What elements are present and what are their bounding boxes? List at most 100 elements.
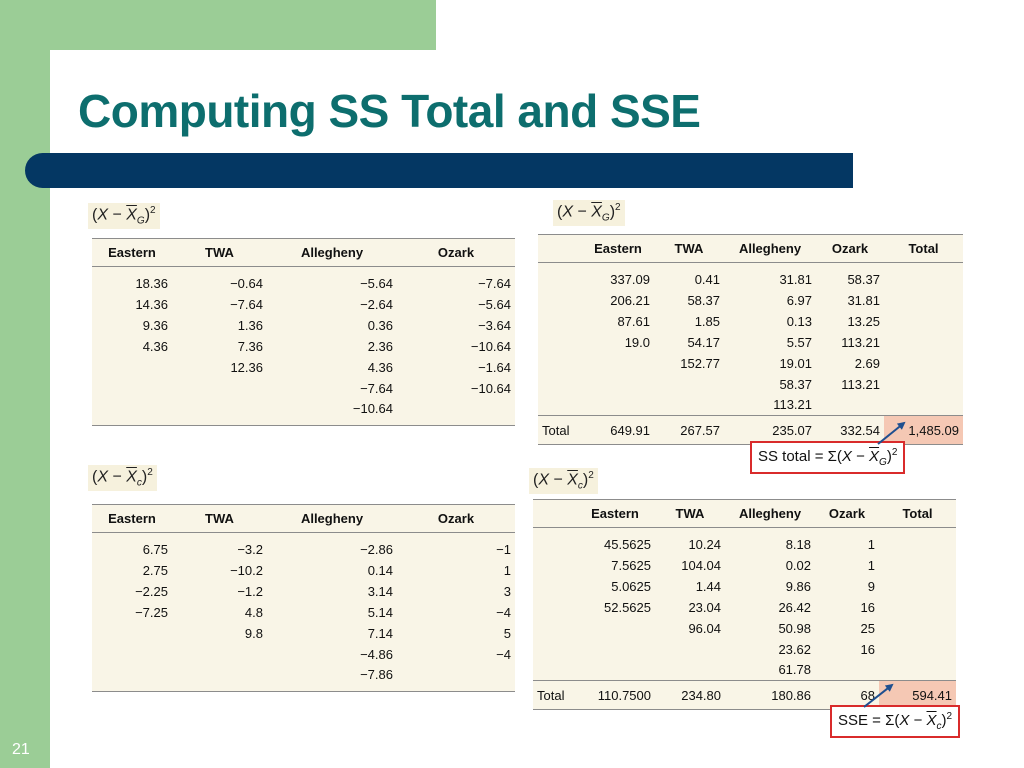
column-header: Eastern [582,234,654,263]
table-cell: −0.64 [230,275,263,291]
table-cell: 4.36 [142,338,168,354]
table-cell: −2.25 [135,583,168,599]
table-cell: 9.86 [785,578,811,594]
table-row: 52.5625 23.04 26.42 16 [533,597,956,618]
table-cell: −7.64 [230,296,263,312]
total-cell: 332.54 [816,415,884,445]
table-row: 337.09 0.41 31.81 58.37 [538,263,963,290]
table-row: 58.37 113.21 [538,374,963,395]
table-cell: 58.37 [779,376,812,392]
table-cell: 152.77 [680,355,720,371]
table-cell: 7.5625 [611,557,651,573]
table-cell: 206.21 [610,292,650,308]
table-cell: −7.64 [478,275,511,291]
table-cell: 2.69 [854,355,880,371]
total-label: Total [533,680,575,710]
slide-title: Computing SS Total and SSE [78,85,701,137]
column-header: Allegheny [725,499,815,528]
table-cell: 45.5625 [604,536,651,552]
table-cell: 25 [860,620,875,636]
table-cell: −10.64 [267,398,397,426]
table-row: 19.0 54.17 5.57 113.21 [538,332,963,353]
column-header: Eastern [92,238,172,267]
table-cell: −4.86 [360,646,393,662]
column-header: TWA [654,234,724,263]
table-row: 14.36 −7.64 −2.64 −5.64 [92,294,515,315]
table-cell: 9.36 [142,317,168,333]
table-cell: 0.41 [694,271,720,287]
total-cell: 235.07 [724,415,816,445]
table-cell: 2.36 [367,338,393,354]
table-row: 206.21 58.37 6.97 31.81 [538,290,963,311]
squared-deviation-group-mean-table: Eastern TWA Allegheny Ozark Total 45.5625 10.… [533,499,956,710]
table-header-row: Eastern TWA Allegheny Ozark [92,504,515,533]
table-cell: 23.62 [778,641,811,657]
table-cell: 9 [867,578,875,594]
table-cell [172,664,267,692]
column-header [538,234,582,263]
table-cell: 4.8 [244,604,263,620]
table-row: −7.25 4.8 5.14 −4 [92,602,515,623]
total-cell: 180.86 [725,680,815,710]
column-header: TWA [172,504,267,533]
table-cell: 1 [867,536,875,552]
table-row: 45.5625 10.24 8.18 1 [533,528,956,555]
grand-total-cell: 1,485.09 [884,415,963,445]
table-cell: 1.44 [695,578,721,594]
sse-formula: SSE = Σ(X − Xc)2 [830,705,961,738]
column-header: Allegheny [267,238,397,267]
column-header: Eastern [575,499,655,528]
deviation-from-group-mean-table: Eastern TWA Allegheny Ozark 6.75 −3.2 −2.86 −1… [92,504,515,692]
table-cell: −1.64 [478,359,511,375]
table-cell: 337.09 [610,271,650,287]
table-row: 152.77 19.01 2.69 [538,353,963,374]
table-cell: 6.97 [786,292,812,308]
table-cell: 19.01 [779,355,812,371]
total-row: Total 110.7500 234.80 180.86 68 594.41 [533,680,956,710]
table-cell: 3 [503,583,511,599]
table2-caption: (X − XG)2 [553,200,625,226]
table-cell: 1 [503,562,511,578]
column-header: Total [884,234,963,263]
ss-total-formula: SS total = Σ(X − XG)2 [750,441,906,474]
table-row: 9.36 1.36 0.36 −3.64 [92,315,515,336]
total-cell: 649.91 [582,415,654,445]
table-cell: 58.37 [687,292,720,308]
table-cell: 0.36 [367,317,393,333]
total-label: Total [538,415,582,445]
table-cell: 113.21 [773,397,812,413]
total-cell: 110.7500 [575,680,655,710]
table-cell: 0.14 [367,562,393,578]
table-row: 18.36 −0.64 −5.64 −7.64 [92,267,515,294]
table1-caption: (X − XG)2 [88,203,160,229]
table-cell: 113.21 [841,334,880,350]
table-row: 2.75 −10.2 0.14 1 [92,560,515,581]
table-cell: 23.04 [688,599,721,615]
table-cell: 113.21 [841,376,880,392]
table-cell: −4 [496,604,511,620]
column-header: Ozark [816,234,884,263]
table-cell: 52.5625 [604,599,651,615]
table-cell: 8.18 [785,536,811,552]
column-header: Total [879,499,956,528]
column-header: Ozark [397,504,515,533]
column-header: Ozark [815,499,879,528]
table-row: 9.8 7.14 5 [92,623,515,644]
table-cell: 0.13 [786,313,812,329]
table-cell: 58.37 [847,271,880,287]
sse-arrow [863,683,894,708]
column-header: TWA [172,238,267,267]
table-cell: 1.85 [694,313,720,329]
top-green-band [50,0,436,50]
table-cell: −10.64 [470,338,511,354]
table-row: 113.21 [538,395,963,416]
table-cell [397,398,515,426]
table-cell: −2.86 [360,541,393,557]
table-cell: 104.04 [681,557,721,573]
table-cell [92,398,172,426]
table-header-row: Eastern TWA Allegheny Ozark [92,238,515,267]
table-cell: 1.36 [237,317,263,333]
table-cell: −7.64 [360,380,393,396]
table-cell: 6.75 [142,541,168,557]
